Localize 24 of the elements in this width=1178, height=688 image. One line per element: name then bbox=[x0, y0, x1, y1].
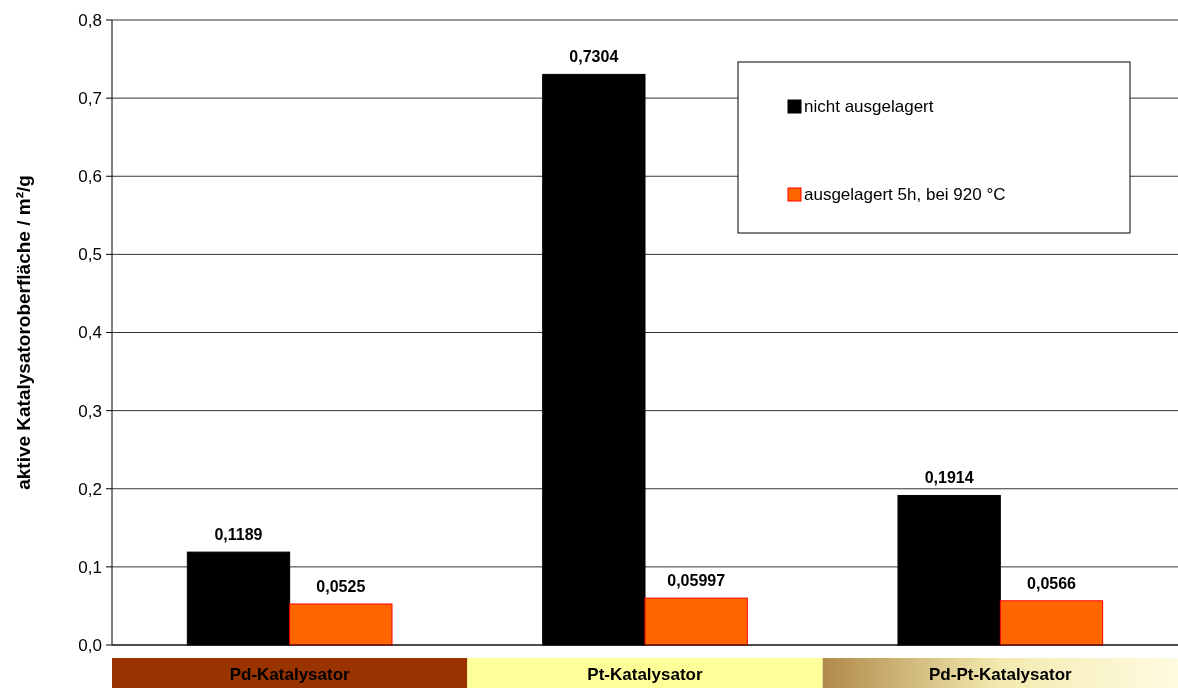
data-label: 0,05997 bbox=[667, 572, 726, 590]
y-tick-label: 0,2 bbox=[78, 479, 102, 499]
y-tick-label: 0,4 bbox=[78, 323, 102, 343]
data-label: 0,7304 bbox=[569, 48, 619, 66]
data-label: 0,1914 bbox=[924, 469, 974, 487]
y-tick-label: 0,6 bbox=[78, 167, 102, 187]
y-tick-label: 0,1 bbox=[78, 557, 102, 577]
y-tick-label: 0,0 bbox=[78, 635, 102, 655]
x-tick-label: Pd-Katalysator bbox=[229, 665, 351, 684]
data-label: 0,0566 bbox=[1027, 574, 1077, 592]
bar bbox=[999, 600, 1104, 646]
x-tick-label: Pd-Pt-Katalysator bbox=[929, 665, 1073, 684]
y-tick-label: 0,3 bbox=[78, 401, 102, 421]
legend-label: ausgelagert 5h, bei 920 °C bbox=[804, 185, 1006, 204]
data-label: 0,0525 bbox=[316, 577, 366, 595]
x-tick-label: Pt-Katalysator bbox=[587, 665, 704, 684]
y-tick-label: 0,7 bbox=[78, 89, 102, 109]
y-tick-label: 0,5 bbox=[78, 245, 102, 265]
bar bbox=[289, 603, 393, 646]
y-axis-title: aktive Katalysatoroberfläche / m²/g bbox=[13, 175, 34, 490]
legend-label: nicht ausgelagert bbox=[804, 97, 934, 116]
y-tick-label: 0,8 bbox=[78, 10, 102, 30]
bar bbox=[644, 597, 748, 646]
data-label: 0,1189 bbox=[214, 526, 263, 544]
